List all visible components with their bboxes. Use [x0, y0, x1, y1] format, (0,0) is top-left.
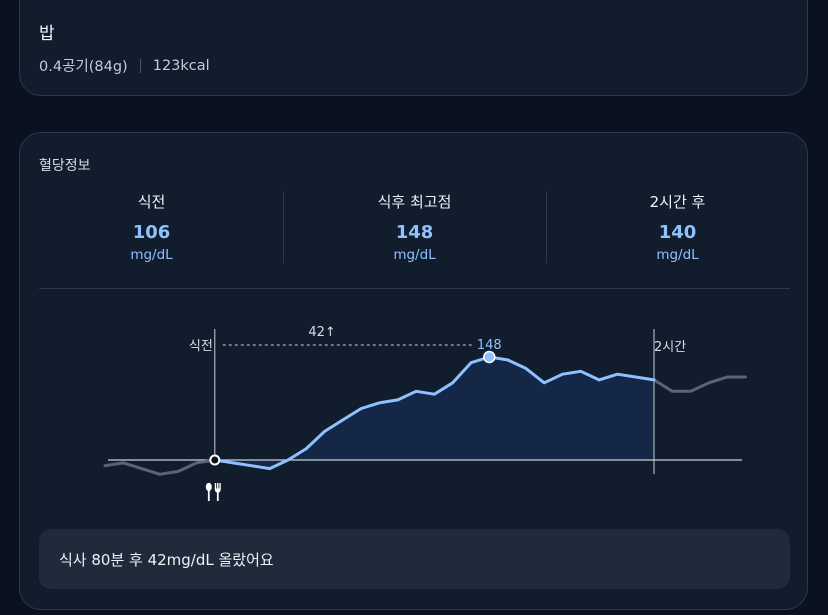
meal-point [209, 454, 221, 466]
peak-label: 148 [477, 338, 502, 353]
stat-peak: 식후 최고점 148 mg/dL [283, 191, 546, 263]
glucose-info-card: 혈당정보 식전 106 mg/dL 식후 최고점 148 mg/dL 2시간 후… [19, 132, 808, 610]
stat-label: 식전 [137, 193, 166, 211]
stat-label: 2시간 후 [649, 193, 706, 211]
glucose-stats: 식전 106 mg/dL 식후 최고점 148 mg/dL 2시간 후 140 … [20, 191, 809, 263]
stat-label: 식후 최고점 [377, 193, 452, 211]
stat-before-meal: 식전 106 mg/dL [20, 191, 283, 263]
food-detail: 0.4공기(84g) 123kcal [39, 55, 210, 76]
food-amount: 0.4공기(84g) [39, 59, 128, 75]
stat-value: 106 [132, 222, 171, 243]
stat-value: 140 [658, 222, 697, 243]
peak-point [483, 350, 496, 364]
detail-divider [139, 58, 141, 73]
stat-unit: mg/dL [130, 247, 173, 263]
section-title: 혈당정보 [39, 158, 91, 174]
stat-value: 148 [395, 222, 434, 243]
food-calories: 123kcal [152, 57, 210, 74]
stat-unit: mg/dL [656, 247, 699, 263]
pre-meal-series-line [103, 458, 217, 476]
section-divider [39, 288, 790, 289]
summary-text: 식사 80분 후 42mg/dL 올랐어요 [59, 550, 274, 569]
stat-two-hours: 2시간 후 140 mg/dL [546, 191, 809, 263]
post-window-series-line [652, 375, 747, 393]
two-hour-label: 2시간 [654, 340, 686, 355]
food-name: 밥 [39, 24, 55, 44]
rise-label: 42↑ [308, 325, 335, 340]
food-card[interactable]: 밥 0.4공기(84g) 123kcal [19, 0, 808, 96]
meal-utensils-icon [205, 482, 221, 501]
before-meal-label: 식전 [189, 339, 213, 354]
glucose-summary-message: 식사 80분 후 42mg/dL 올랐어요 [39, 529, 790, 589]
stat-unit: mg/dL [393, 247, 436, 263]
glucose-chart: 식전 42↑ 148 2시간 [103, 325, 747, 501]
glucose-series-line [213, 355, 656, 471]
rise-area [214, 357, 655, 469]
